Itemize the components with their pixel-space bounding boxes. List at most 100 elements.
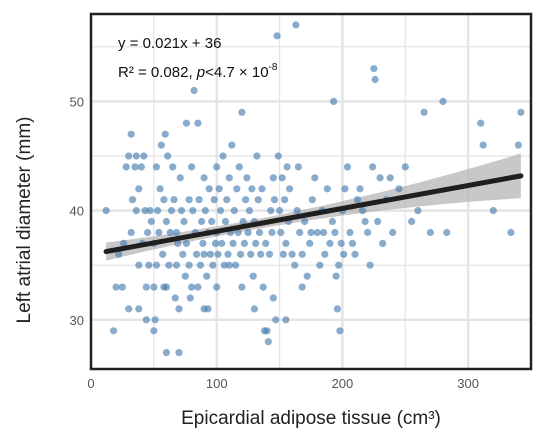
data-point bbox=[177, 207, 186, 215]
data-point bbox=[125, 152, 133, 160]
data-point bbox=[259, 283, 267, 291]
data-point bbox=[356, 185, 364, 193]
p-symbol: p bbox=[196, 64, 205, 81]
data-point bbox=[366, 261, 374, 269]
regression-line-layer bbox=[103, 173, 524, 255]
data-point bbox=[252, 239, 260, 247]
data-point bbox=[301, 217, 309, 226]
data-point bbox=[182, 119, 191, 127]
data-point bbox=[507, 228, 515, 237]
data-point bbox=[131, 163, 139, 171]
data-point bbox=[321, 250, 329, 258]
p-value-exponent: -8 bbox=[269, 62, 278, 73]
data-point bbox=[162, 217, 170, 226]
data-point bbox=[237, 250, 245, 258]
data-point bbox=[102, 207, 110, 215]
data-point bbox=[213, 163, 221, 171]
data-point bbox=[206, 250, 214, 258]
data-point bbox=[140, 152, 148, 160]
data-point bbox=[257, 250, 265, 258]
data-points bbox=[102, 21, 525, 357]
data-point bbox=[311, 174, 319, 182]
data-point bbox=[288, 250, 296, 258]
data-point bbox=[274, 152, 282, 160]
data-point bbox=[272, 316, 280, 324]
data-point bbox=[308, 196, 316, 204]
data-point bbox=[125, 305, 133, 313]
data-point bbox=[210, 196, 218, 204]
data-point bbox=[175, 305, 183, 313]
data-point bbox=[386, 174, 394, 182]
data-point bbox=[283, 163, 291, 171]
data-point bbox=[144, 228, 152, 237]
data-point bbox=[209, 261, 217, 269]
data-point bbox=[157, 141, 165, 149]
data-point bbox=[242, 196, 250, 204]
data-point bbox=[247, 250, 255, 258]
data-point bbox=[156, 185, 164, 193]
data-point bbox=[182, 239, 191, 247]
data-point bbox=[216, 207, 225, 215]
data-point bbox=[374, 217, 382, 226]
data-point bbox=[320, 228, 328, 237]
data-point bbox=[517, 108, 525, 116]
data-point bbox=[443, 228, 451, 237]
data-point bbox=[211, 239, 220, 247]
data-point bbox=[408, 217, 416, 226]
data-point bbox=[165, 261, 173, 269]
regression-equation: y = 0.021x + 36 bbox=[118, 35, 221, 52]
data-point bbox=[361, 217, 369, 226]
data-point bbox=[175, 349, 183, 357]
data-point bbox=[358, 207, 367, 215]
data-point bbox=[244, 228, 252, 237]
data-point bbox=[370, 65, 378, 73]
data-point bbox=[228, 141, 236, 149]
data-point bbox=[401, 163, 409, 171]
data-point bbox=[267, 207, 275, 215]
data-point bbox=[369, 163, 377, 171]
data-point bbox=[235, 163, 243, 171]
data-point bbox=[477, 119, 485, 127]
data-point bbox=[199, 239, 207, 247]
data-point bbox=[279, 250, 287, 258]
data-point bbox=[208, 217, 216, 226]
data-point bbox=[221, 217, 230, 226]
data-point bbox=[514, 141, 523, 149]
data-point bbox=[142, 316, 150, 324]
data-point bbox=[439, 97, 447, 105]
data-point bbox=[371, 75, 379, 84]
data-point bbox=[348, 239, 357, 247]
data-point bbox=[353, 196, 362, 204]
data-point bbox=[147, 217, 155, 226]
data-point bbox=[180, 217, 188, 226]
data-point bbox=[179, 250, 187, 258]
data-point bbox=[137, 163, 145, 171]
data-point bbox=[162, 349, 170, 357]
data-point bbox=[292, 21, 300, 29]
data-point bbox=[200, 174, 208, 182]
data-point bbox=[291, 261, 299, 269]
data-point bbox=[166, 228, 174, 237]
data-point bbox=[195, 196, 203, 204]
data-point bbox=[245, 207, 253, 215]
data-point bbox=[110, 327, 118, 335]
data-point bbox=[296, 228, 304, 237]
data-point bbox=[219, 152, 227, 160]
data-point bbox=[346, 228, 354, 237]
data-point bbox=[152, 261, 160, 269]
data-point bbox=[151, 316, 159, 324]
x-axis-title: Epicardial adipose tissue (cm³) bbox=[181, 408, 441, 429]
data-point bbox=[201, 207, 209, 215]
data-point bbox=[379, 239, 387, 247]
data-point bbox=[225, 174, 233, 182]
data-point bbox=[253, 152, 261, 160]
data-point bbox=[282, 239, 290, 247]
data-point bbox=[170, 196, 178, 204]
y-tick-label: 40 bbox=[70, 204, 84, 219]
data-point bbox=[250, 305, 258, 313]
data-point bbox=[294, 163, 302, 171]
data-point bbox=[263, 327, 271, 335]
data-point bbox=[194, 283, 202, 291]
data-point bbox=[194, 119, 202, 127]
data-point bbox=[185, 196, 193, 204]
